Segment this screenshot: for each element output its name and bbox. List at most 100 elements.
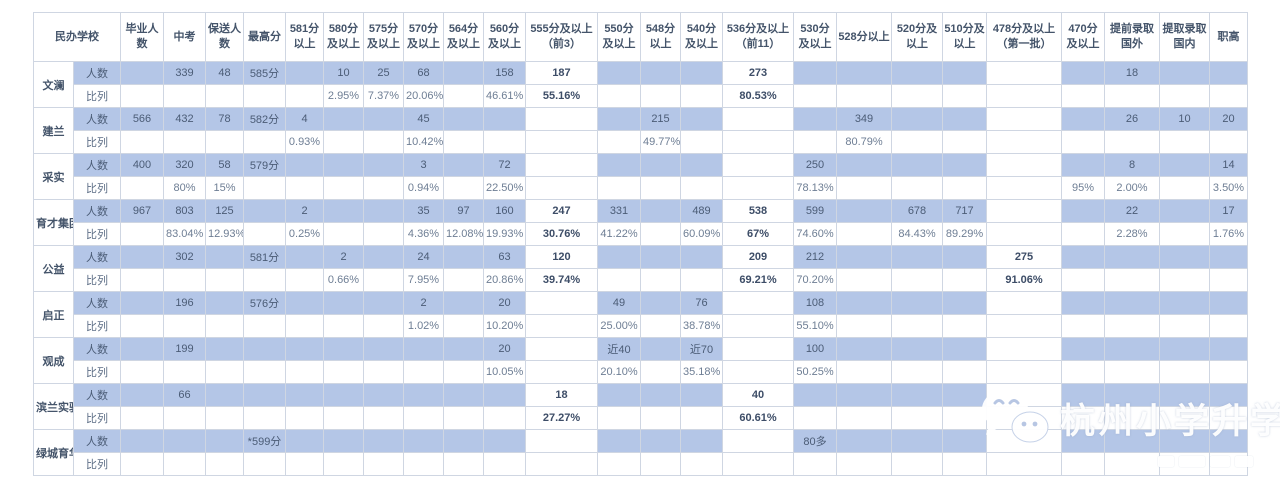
corner-header: 民办学校 <box>33 12 121 62</box>
count-cell <box>1159 337 1210 361</box>
column-header: 最高分 <box>243 12 286 62</box>
ratio-cell <box>285 314 324 338</box>
count-cell: 582分 <box>243 107 286 131</box>
ratio-cell <box>1104 452 1160 476</box>
count-cell <box>1159 383 1210 407</box>
ratio-cell <box>597 406 641 430</box>
count-cell <box>285 61 324 85</box>
column-header: 毕业人数 <box>120 12 164 62</box>
ratio-cell <box>1061 452 1105 476</box>
count-cell <box>443 337 484 361</box>
ratio-cell: 80.53% <box>722 84 794 108</box>
ratio-cell <box>443 84 484 108</box>
ratio-cell <box>640 314 681 338</box>
count-cell: 10 <box>1159 107 1210 131</box>
row-type-label: 人数 <box>73 107 121 131</box>
count-cell <box>483 429 526 453</box>
count-cell <box>986 429 1062 453</box>
count-cell: 45 <box>403 107 444 131</box>
ratio-cell <box>942 360 987 384</box>
count-cell <box>836 245 892 269</box>
count-cell <box>120 245 164 269</box>
ratio-cell <box>483 452 526 476</box>
count-cell: 97 <box>443 199 484 223</box>
count-cell: 158 <box>483 61 526 85</box>
column-header: 550分及以上 <box>597 12 641 62</box>
school-counts-row: 绿城育华人数 *599分 80多 <box>33 429 1248 476</box>
ratio-cell: 80% <box>163 176 206 200</box>
count-cell <box>363 337 404 361</box>
count-cell <box>891 383 943 407</box>
count-cell: 76 <box>680 291 723 315</box>
ratio-cell <box>403 406 444 430</box>
count-cell: 125 <box>205 199 244 223</box>
count-cell: 199 <box>163 337 206 361</box>
ratio-cell <box>205 130 244 154</box>
row-type-label: 比列 <box>73 314 121 338</box>
ratio-cell: 2.00% <box>1104 176 1160 200</box>
ratio-cell <box>1159 360 1210 384</box>
count-cell <box>323 337 364 361</box>
ratio-cell <box>363 452 404 476</box>
ratio-cell: 1.02% <box>403 314 444 338</box>
ratio-cell <box>323 452 364 476</box>
count-cell <box>942 61 987 85</box>
count-cell <box>597 61 641 85</box>
ratio-cell <box>1104 406 1160 430</box>
ratio-cell <box>891 176 943 200</box>
ratio-cell <box>597 452 641 476</box>
count-cell: 14 <box>1209 153 1248 177</box>
count-cell <box>680 245 723 269</box>
ratio-cell: 0.93% <box>285 130 324 154</box>
count-cell <box>363 153 404 177</box>
column-header: 510分及以上 <box>942 12 987 62</box>
count-cell <box>1104 291 1160 315</box>
ratio-cell <box>1061 314 1105 338</box>
count-cell: 581分 <box>243 245 286 269</box>
count-cell <box>640 61 681 85</box>
count-cell <box>120 291 164 315</box>
ratio-cell <box>1061 84 1105 108</box>
school-name: 公益 <box>33 245 74 292</box>
row-type-label: 人数 <box>73 199 121 223</box>
row-type-label: 比列 <box>73 222 121 246</box>
count-cell <box>443 429 484 453</box>
ratio-cell <box>205 314 244 338</box>
count-cell: 72 <box>483 153 526 177</box>
ratio-cell <box>1209 84 1248 108</box>
row-type-label: 人数 <box>73 337 121 361</box>
ratio-cell <box>793 406 837 430</box>
ratio-cell <box>163 360 206 384</box>
count-cell: 18 <box>525 383 598 407</box>
column-header: 536分及以上（前11） <box>722 12 794 62</box>
ratio-cell: 25.00% <box>597 314 641 338</box>
ratio-cell <box>443 268 484 292</box>
ratio-cell <box>1061 360 1105 384</box>
school-ratios-row: 比列 80% 15% 0.94% 22.50% 78.13% 95% 2.00% 3.50% <box>34 176 1248 200</box>
row-type-label: 比列 <box>73 406 121 430</box>
ratio-cell <box>363 222 404 246</box>
count-cell <box>443 107 484 131</box>
ratio-cell <box>483 130 526 154</box>
count-cell <box>323 429 364 453</box>
ratio-cell <box>163 84 206 108</box>
count-cell <box>120 337 164 361</box>
count-cell: 49 <box>597 291 641 315</box>
ratio-cell <box>363 314 404 338</box>
column-header: 520分及以上 <box>891 12 943 62</box>
table-header: 民办学校 毕业人数 中考 保送人数 最高分 581分以上 580分及以上 575分及以上 570… <box>33 12 1248 62</box>
ratio-cell <box>443 406 484 430</box>
school-name: 建兰 <box>33 107 74 154</box>
count-cell <box>1061 429 1105 453</box>
ratio-cell <box>1209 406 1248 430</box>
count-cell: 24 <box>403 245 444 269</box>
count-cell: 20 <box>1209 107 1248 131</box>
count-cell <box>363 199 404 223</box>
school-counts-row: 采实 人数 400 320 58 579分 3 72 250 8 14 <box>33 153 1248 200</box>
count-cell <box>1061 107 1105 131</box>
count-cell: 432 <box>163 107 206 131</box>
ratio-cell <box>243 84 286 108</box>
ratio-cell <box>1159 130 1210 154</box>
count-cell <box>942 107 987 131</box>
count-cell: 331 <box>597 199 641 223</box>
